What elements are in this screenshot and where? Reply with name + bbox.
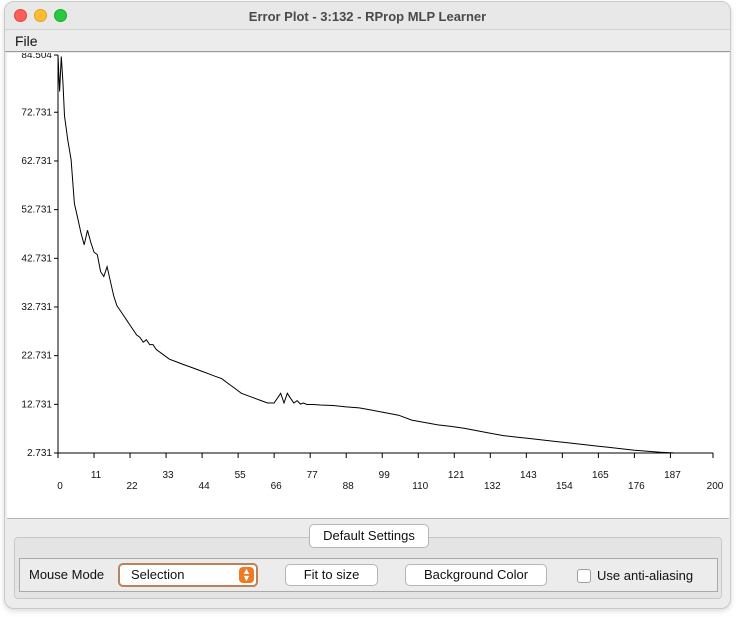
x-tick-label: 11: [91, 470, 102, 481]
maximize-window-button[interactable]: [54, 9, 67, 22]
menu-file[interactable]: File: [15, 33, 38, 49]
mouse-mode-label: Mouse Mode: [29, 567, 105, 582]
y-tick-label: 32.731: [21, 302, 52, 313]
error-plot-window: Error Plot - 3:132 - RProp MLP Learner F…: [4, 1, 731, 609]
y-tick-label: 42.731: [21, 253, 52, 264]
y-tick-label: 22.731: [21, 351, 52, 362]
y-tick-label: 12.731: [21, 399, 52, 410]
y-tick-label: 72.731: [21, 107, 52, 118]
tab-default-settings[interactable]: Default Settings: [309, 524, 429, 548]
fit-to-size-button[interactable]: Fit to size: [285, 564, 378, 586]
x-tick-label: 187: [664, 470, 681, 481]
x-tick-label: 44: [199, 481, 211, 492]
y-tick-label: 62.731: [21, 156, 52, 167]
x-tick-label: 66: [271, 481, 283, 492]
x-tick-label: 33: [163, 470, 175, 481]
mouse-mode-select[interactable]: Selection ▲ ▼: [118, 563, 258, 587]
x-tick-label: 88: [343, 481, 355, 492]
x-tick-label: 176: [628, 481, 645, 492]
title-bar[interactable]: Error Plot - 3:132 - RProp MLP Learner: [5, 2, 730, 30]
y-tick-label: 84.504: [21, 53, 52, 61]
x-tick-label: 200: [707, 481, 724, 492]
chevron-up-down-icon: ▲ ▼: [239, 567, 254, 583]
anti-aliasing-checkbox[interactable]: [577, 569, 591, 583]
x-tick-label: 77: [307, 470, 319, 481]
x-tick-label: 143: [520, 470, 537, 481]
error-plot-area[interactable]: 84.504 72.731 62.731 52.731 42.731 32.731 22.7…: [7, 53, 729, 519]
x-tick-label: 165: [592, 470, 609, 481]
x-tick-label: 110: [412, 481, 428, 492]
x-tick-label: 0: [57, 481, 63, 492]
x-tick-label: 99: [379, 470, 391, 481]
x-tick-label: 132: [484, 481, 501, 492]
y-tick-label: 2.731: [27, 448, 52, 459]
minimize-window-button[interactable]: [34, 9, 47, 22]
window-title: Error Plot - 3:132 - RProp MLP Learner: [248, 9, 487, 24]
close-window-button[interactable]: [14, 9, 27, 22]
background-color-button[interactable]: Background Color: [405, 564, 547, 586]
x-tick-label: 22: [126, 481, 138, 492]
mouse-mode-value: Selection: [131, 567, 185, 582]
error-plot-chart[interactable]: 84.504 72.731 62.731 52.731 42.731 32.731 22.7…: [7, 53, 729, 519]
x-tick-label: 121: [448, 470, 465, 481]
menu-bar: File: [5, 30, 730, 52]
error-series-line: [57, 54, 681, 454]
x-tick-label: 55: [235, 470, 247, 481]
anti-aliasing-label: Use anti-aliasing: [597, 568, 694, 583]
y-tick-label: 52.731: [21, 205, 52, 216]
x-tick-label: 154: [556, 481, 573, 492]
